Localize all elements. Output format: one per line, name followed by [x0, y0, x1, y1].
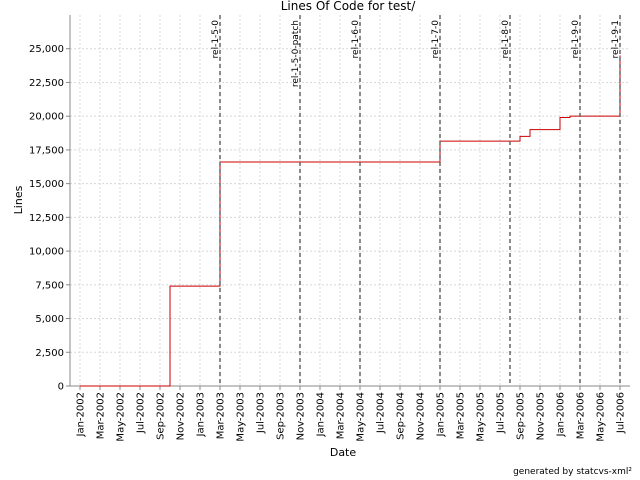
y-tick-label: 20,000: [29, 112, 64, 123]
x-tick-label: Nov-2003: [296, 392, 307, 440]
x-tick-label: Jul-2002: [136, 392, 147, 434]
release-label: rel-1-7-0: [431, 20, 441, 59]
x-tick-label: Jan-2003: [196, 392, 207, 437]
y-tick-label: 7,500: [35, 280, 64, 291]
release-label: rel-1-6-0: [351, 20, 361, 59]
footer: generated by statcvs-xml²: [513, 467, 632, 477]
release-label: rel-1-8-0: [501, 20, 511, 59]
x-tick-label: Mar-2002: [96, 392, 107, 439]
x-tick-label: May-2003: [236, 392, 247, 442]
x-tick-label: Jul-2005: [496, 392, 507, 434]
x-tick-label: Mar-2004: [336, 392, 347, 439]
x-tick-label: Nov-2004: [416, 392, 427, 440]
y-tick-label: 10,000: [29, 247, 64, 258]
x-tick-label: Jan-2005: [436, 392, 447, 437]
x-tick-label: Sep-2003: [276, 392, 287, 440]
y-tick-label: 12,500: [29, 213, 64, 224]
x-tick-label: Nov-2005: [536, 392, 547, 440]
release-label: rel-1-5-0-patch: [291, 20, 301, 87]
x-tick-label: Sep-2005: [516, 392, 527, 440]
x-axis-label: Date: [330, 446, 357, 459]
y-tick-label: 25,000: [29, 44, 64, 55]
chart-title: Lines Of Code for test/: [281, 0, 416, 13]
y-tick-label: 22,500: [29, 78, 64, 89]
x-tick-label: May-2006: [596, 392, 607, 442]
y-axis-label: Lines: [12, 185, 25, 214]
x-tick-label: May-2005: [476, 392, 487, 442]
x-tick-label: Mar-2006: [576, 392, 587, 439]
line: [80, 55, 621, 387]
y-tick-label: 17,500: [29, 145, 64, 156]
x-tick-label: Jul-2003: [256, 392, 267, 434]
y-tick-label: 2,500: [35, 348, 64, 359]
y-tick-label: 15,000: [29, 179, 64, 190]
release-label: rel-1-9-0: [571, 20, 581, 59]
x-tick-label: Jul-2004: [376, 392, 387, 434]
x-tick-label: Mar-2005: [456, 392, 467, 439]
y-tick-label: 5,000: [35, 314, 64, 325]
x-tick-label: Mar-2003: [216, 392, 227, 439]
x-tick-label: Jul-2006: [616, 392, 627, 434]
release-label: rel-1-5-0: [211, 20, 221, 59]
x-tick-label: Jan-2006: [556, 392, 567, 437]
x-tick-label: Jan-2002: [76, 392, 87, 437]
y-tick-label: 0: [58, 382, 64, 393]
release-label: rel-1-9-1: [611, 20, 621, 58]
plot-area: [70, 15, 630, 386]
x-tick-label: Nov-2002: [176, 392, 187, 440]
x-tick-label: May-2004: [356, 392, 367, 442]
x-tick-label: Jan-2004: [316, 392, 327, 437]
x-tick-label: May-2002: [116, 392, 127, 442]
x-tick-label: Sep-2002: [156, 392, 167, 440]
x-tick-label: Sep-2004: [396, 392, 407, 440]
